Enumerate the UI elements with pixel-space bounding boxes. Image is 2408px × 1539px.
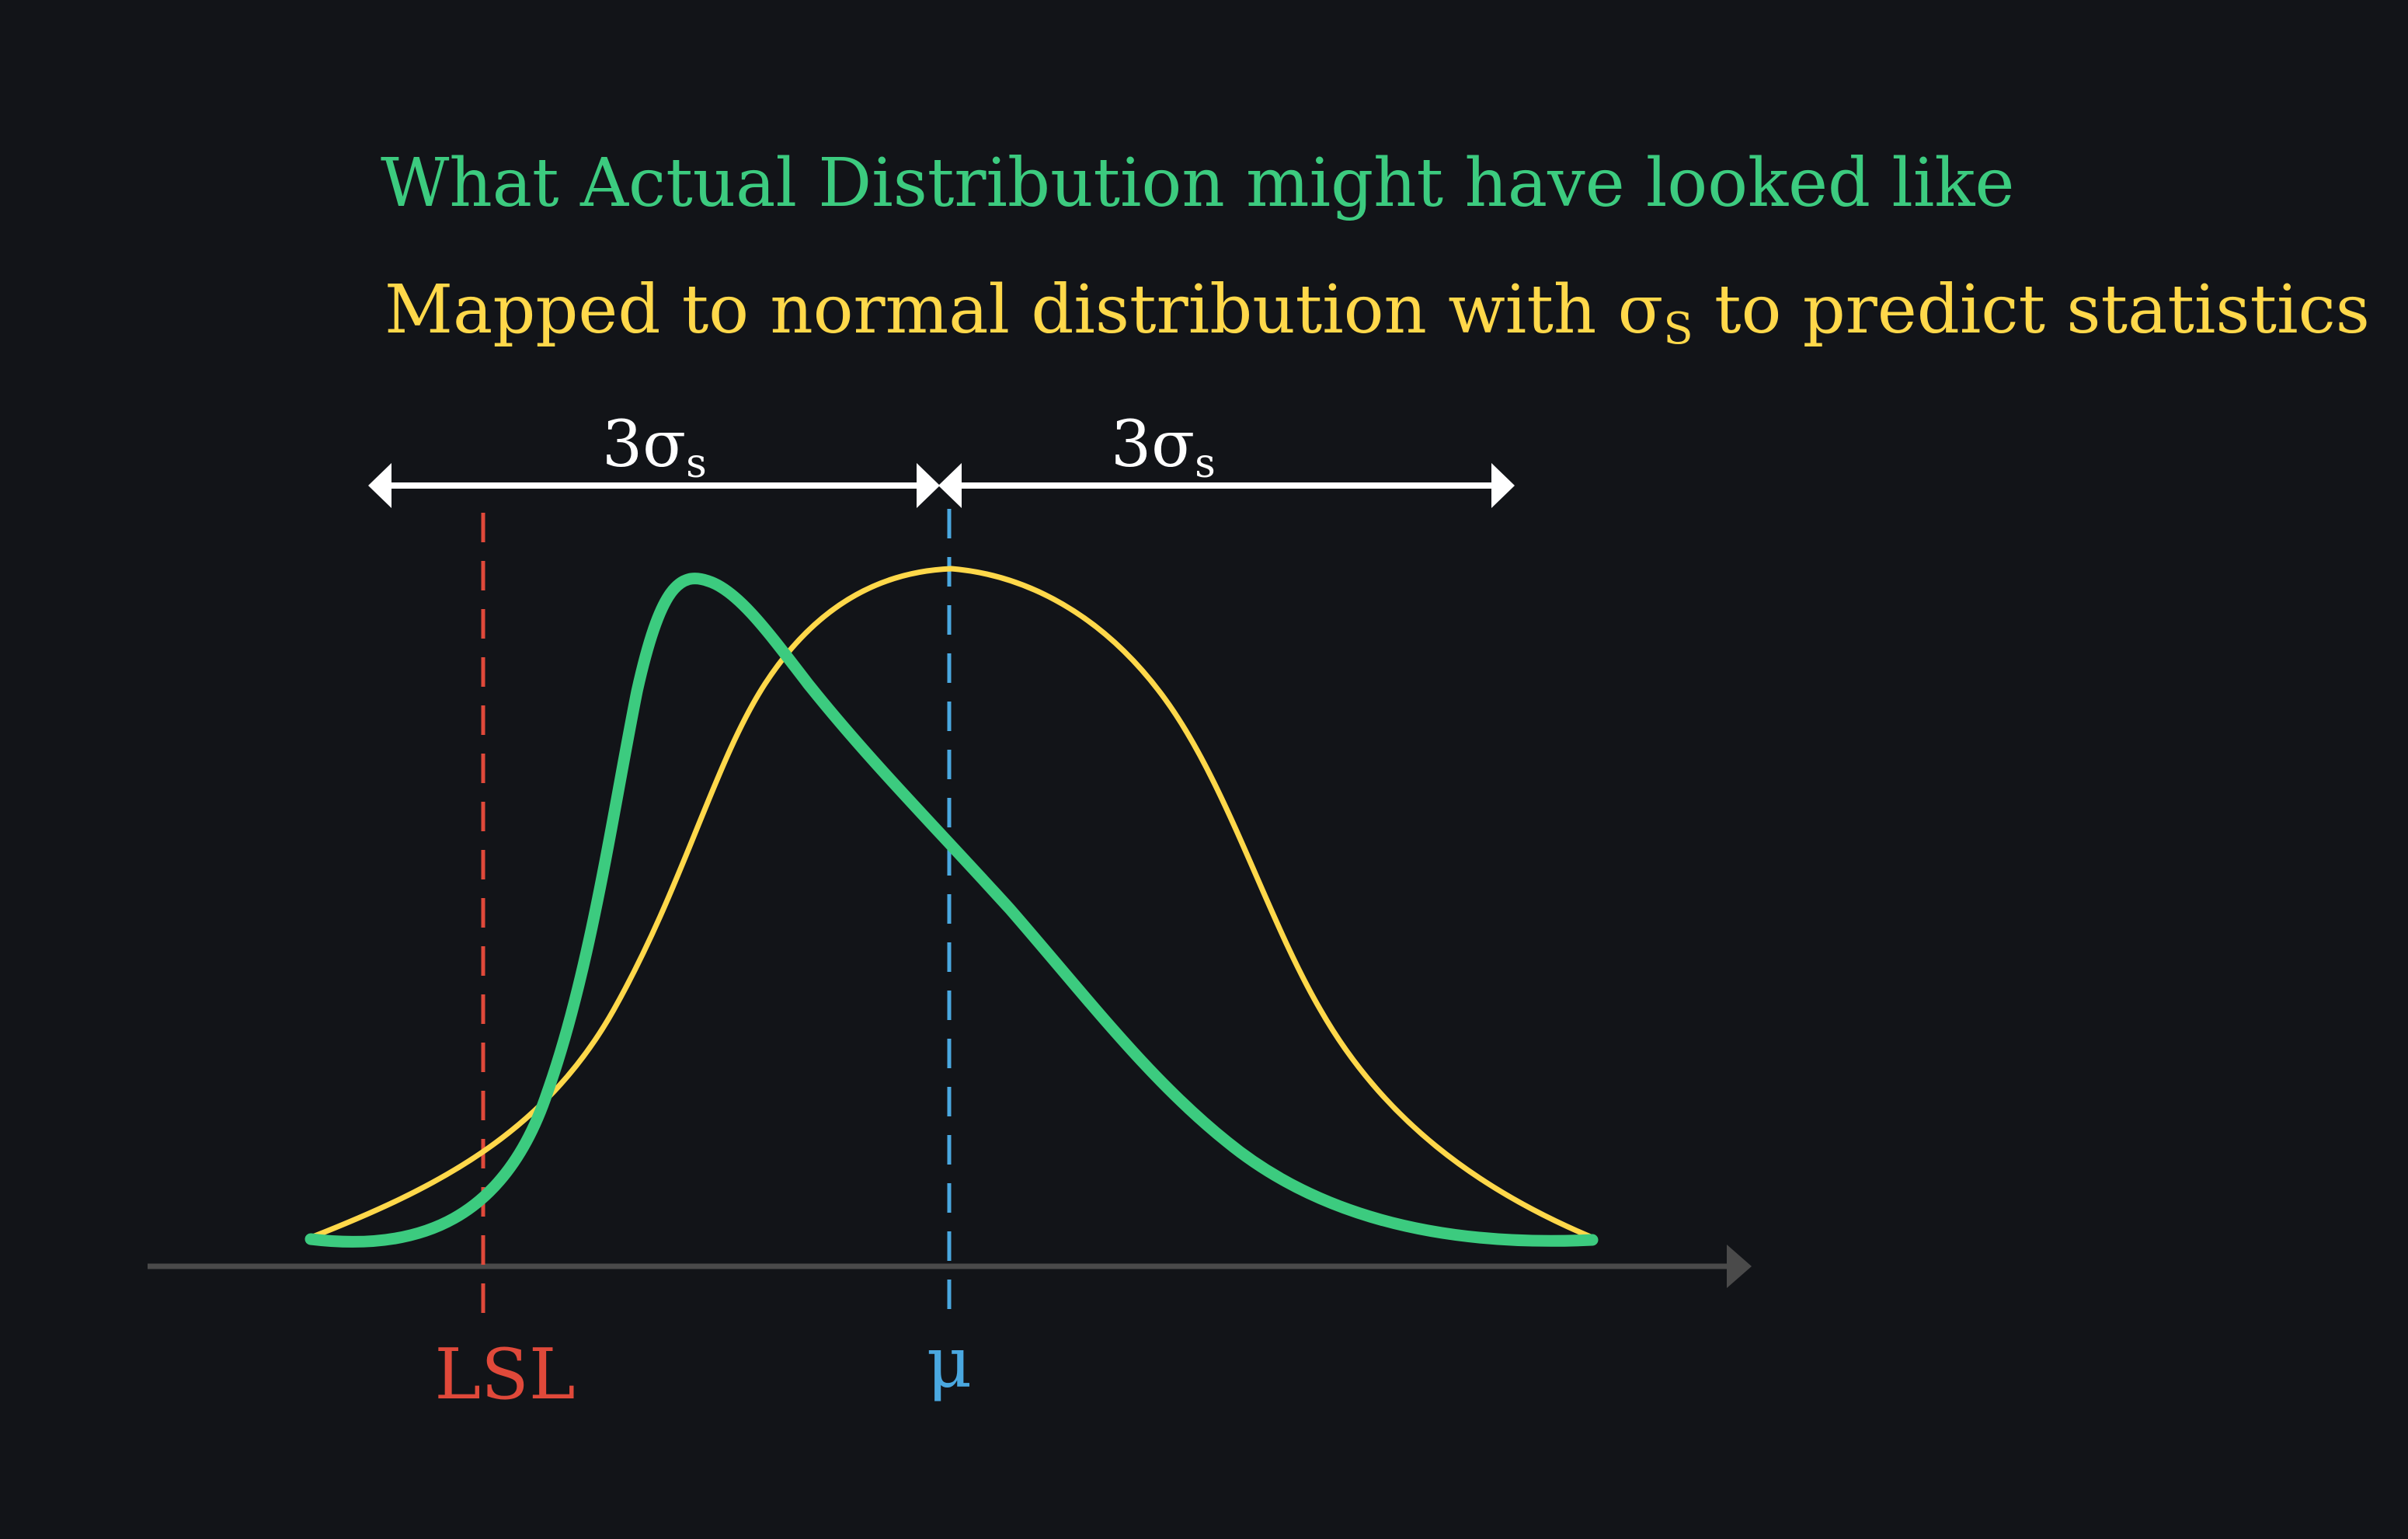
mapped-title-subscript: S [1663, 304, 1693, 354]
mapped-distribution-title: Mapped to normal distribution with σS to… [385, 271, 2370, 354]
mean-label: μ [927, 1322, 973, 1404]
mapped-title-after: to predict statistics [1693, 271, 2370, 349]
lsl-label: LSL [434, 1334, 575, 1415]
right-span-label: 3σs [1111, 408, 1216, 487]
actual-distribution-title: What Actual Distribution might have look… [381, 144, 2014, 222]
right-span-arrow [938, 463, 1515, 508]
mapped-title-sigma: σ [1618, 271, 1664, 349]
left-span-label: 3σs [602, 408, 707, 487]
x-axis [148, 1245, 1752, 1288]
normal-distribution-curve [308, 566, 1595, 1241]
actual-distribution-curve [304, 573, 1599, 1248]
mapped-title-before: Mapped to normal distribution with [385, 271, 1618, 349]
left-span-arrow [368, 463, 940, 508]
